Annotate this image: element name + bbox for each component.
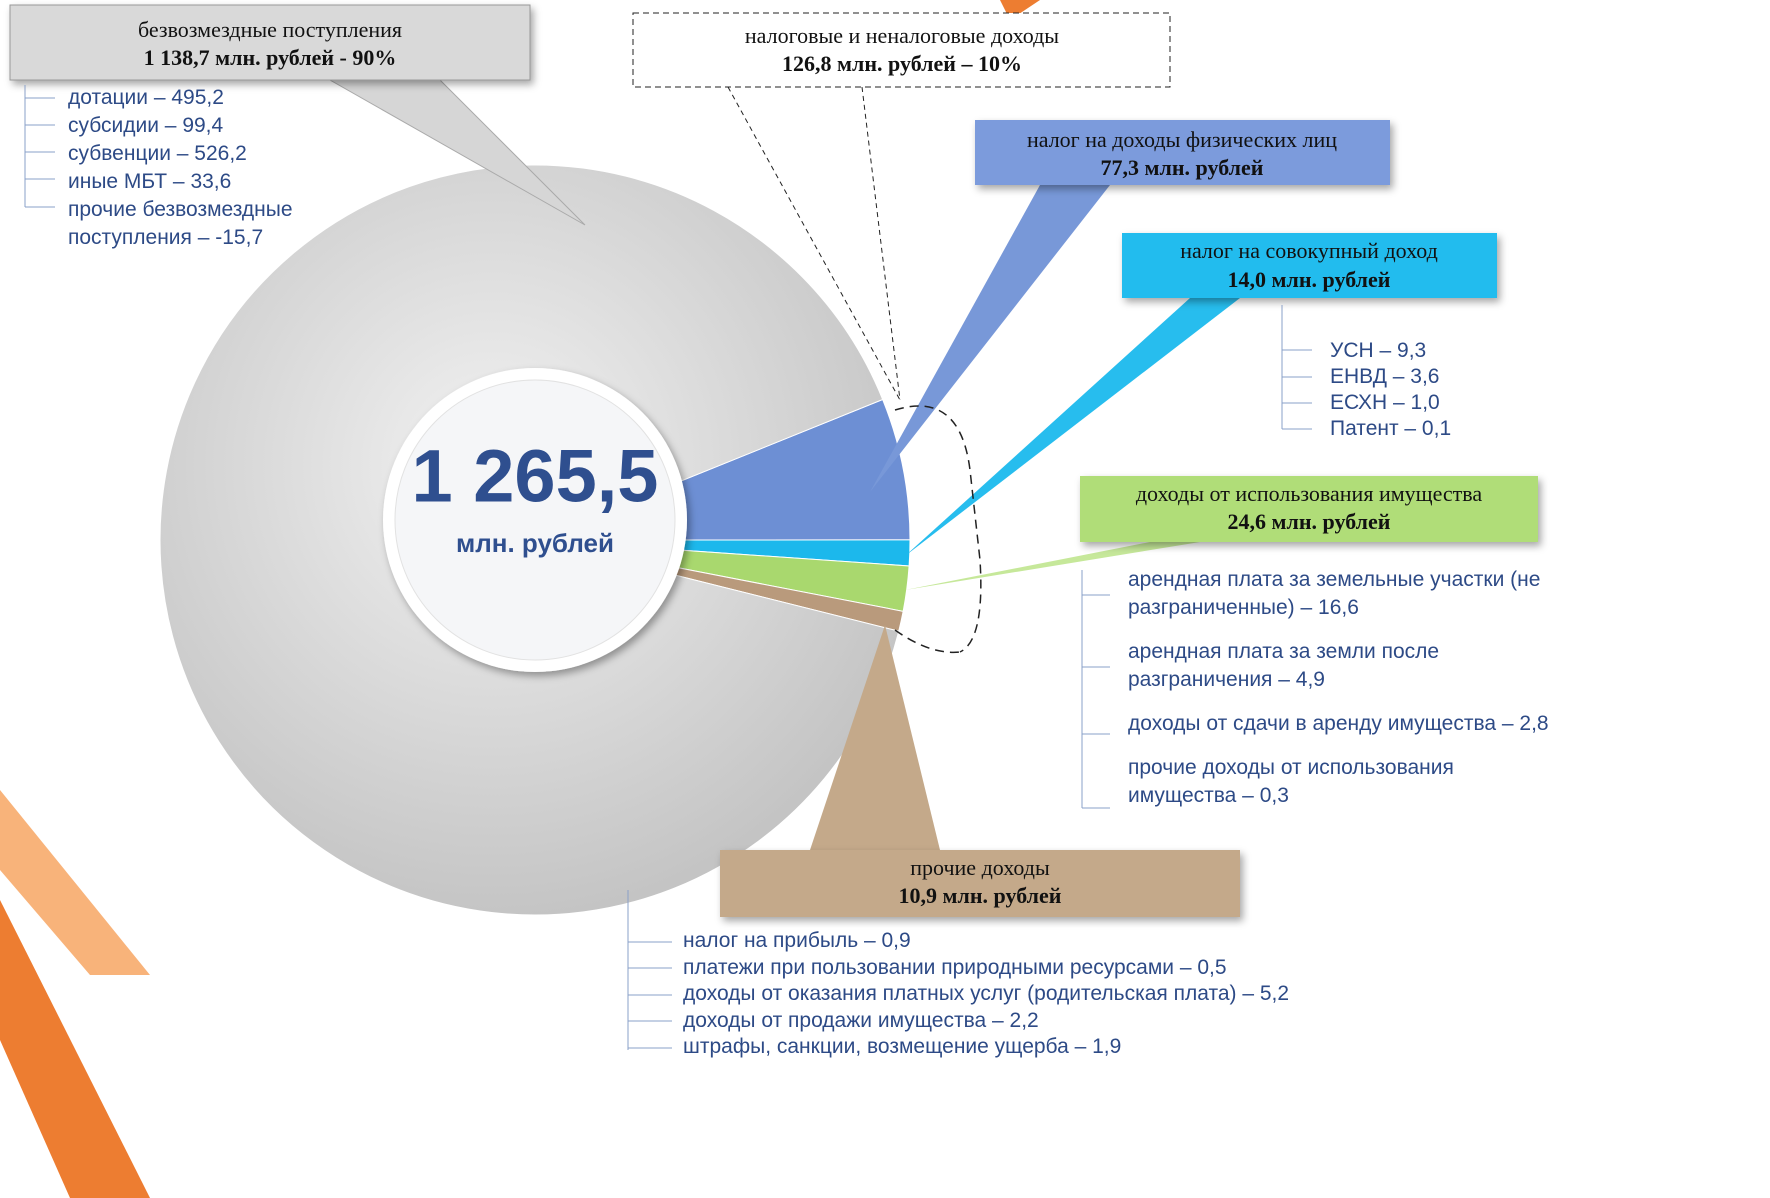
callout-title: безвозмездные поступления — [138, 17, 402, 42]
callout-value: 14,0 млн. рублей — [1228, 267, 1391, 292]
detail-item: налог на прибыль – 0,9 — [683, 929, 911, 952]
center-value: 1 265,5 — [412, 435, 659, 518]
detail-item: доходы от оказания платных услуг (родите… — [683, 982, 1290, 1005]
center-circle: 1 265,5 млн. рублей — [383, 368, 687, 672]
detail-item: доходы от сдачи в аренду имущества – 2,8 — [1128, 712, 1549, 735]
callout-brown: прочие доходы 10,9 млн. рублей — [720, 850, 1240, 917]
callout-title: прочие доходы — [910, 855, 1050, 880]
callout-title: налоговые и неналоговые доходы — [745, 23, 1059, 48]
detail-list: дотации – 495,2 субсидии – 99,4 субвенции … — [68, 84, 338, 252]
callout-title: налог на совокупный доход — [1180, 238, 1438, 263]
detail-item: доходы от продажи имущества – 2,2 — [683, 1008, 1039, 1032]
detail-item: иные МБТ – 33,6 — [68, 170, 232, 193]
detail-list: налог на прибыль – 0,9 платежи при пользо… — [683, 928, 1483, 1061]
callout-title: налог на доходы физических лиц — [1027, 127, 1337, 152]
callout-value: 1 138,7 млн. рублей - 90% — [144, 45, 397, 70]
detail-item: прочие безвозмездные поступления – -15,7 — [68, 198, 293, 249]
center-unit: млн. рублей — [456, 528, 614, 558]
detail-item: УСН – 9,3 — [1330, 339, 1427, 362]
detail-item: ЕНВД – 3,6 — [1330, 365, 1440, 388]
callout-title: доходы от использования имущества — [1136, 481, 1483, 506]
detail-list: УСН – 9,3 ЕНВД – 3,6 ЕСХН – 1,0 Патент – 0,… — [1330, 338, 1630, 442]
detail-item: субвенции – 526,2 — [68, 142, 247, 165]
callout-green: доходы от использования имущества 24,6 м… — [1080, 476, 1538, 542]
detail-item: субсидии – 99,4 — [68, 114, 224, 137]
detail-item: ЕСХН – 1,0 — [1330, 391, 1440, 414]
detail-item: штрафы, санкции, возмещение ущерба – 1,9 — [683, 1035, 1122, 1058]
callout-value: 126,8 млн. рублей – 10% — [782, 51, 1022, 76]
callout-gray: безвозмездные поступления 1 138,7 млн. р… — [9, 4, 531, 81]
callout-value: 24,6 млн. рублей — [1228, 509, 1391, 534]
callout-group: налоговые и неналоговые доходы 126,8 млн… — [632, 12, 1171, 88]
callout-value: 77,3 млн. рублей — [1101, 155, 1264, 180]
detail-item: арендная плата за земли после разграниче… — [1128, 640, 1440, 691]
detail-list: арендная плата за земельные участки (не … — [1128, 566, 1558, 810]
detail-item: арендная плата за земельные участки (не … — [1128, 568, 1541, 619]
brackets — [24, 85, 1312, 1050]
callout-value: 10,9 млн. рублей — [899, 883, 1062, 908]
callout-blue: налог на доходы физических лиц 77,3 млн.… — [975, 120, 1390, 185]
pointers — [328, 79, 1240, 850]
detail-item: платежи при пользовании природными ресур… — [683, 955, 1227, 979]
detail-item: дотации – 495,2 — [68, 86, 224, 109]
detail-item: прочие доходы от использования имущества… — [1128, 756, 1454, 807]
detail-item: Патент – 0,1 — [1330, 417, 1452, 440]
callout-cyan: налог на совокупный доход 14,0 млн. рубл… — [1122, 233, 1497, 298]
